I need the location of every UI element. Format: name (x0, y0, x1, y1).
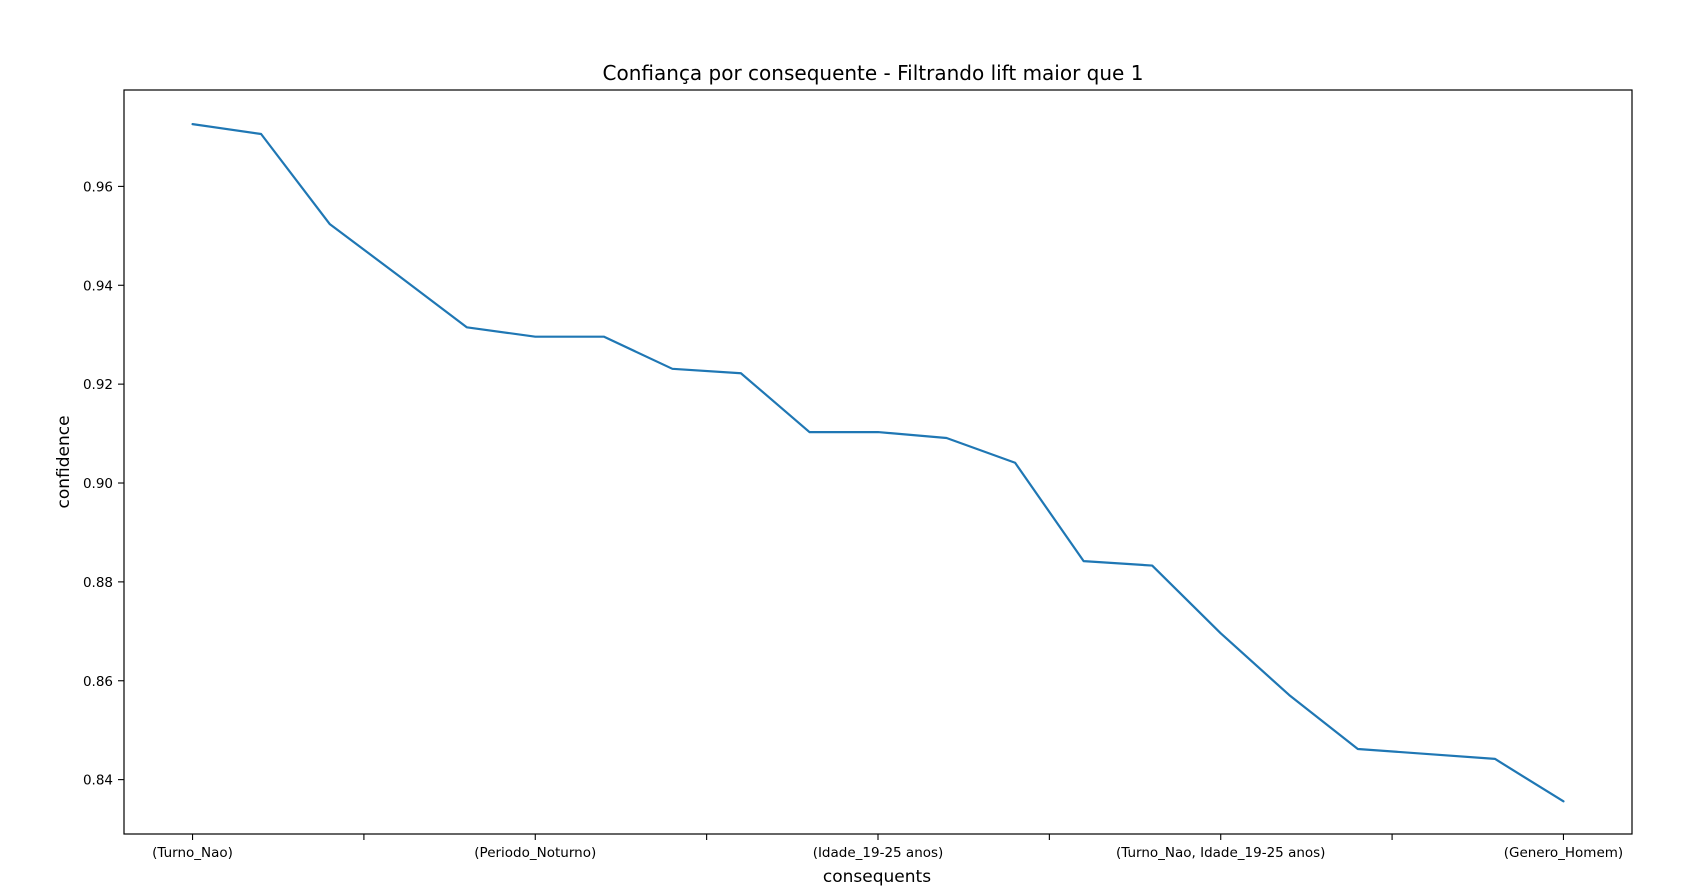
y-tick-label: 0.94 (83, 278, 113, 294)
y-axis-label: confidence (54, 415, 74, 508)
series-group (191, 123, 1565, 803)
y-tick-label: 0.90 (83, 476, 113, 492)
x-tick-label: (Periodo_Noturno) (474, 845, 596, 861)
y-tick-label: 0.96 (83, 179, 113, 195)
series-line (191, 123, 1565, 803)
y-tick-label: 0.84 (83, 773, 113, 789)
x-tick-label: (Idade_19-25 anos) (813, 845, 944, 861)
x-axis-label: consequents (823, 867, 931, 887)
plot-area-frame (123, 89, 1633, 835)
chart-title: Confiança por consequente - Filtrando li… (603, 61, 1144, 85)
y-tick-label: 0.88 (83, 575, 113, 591)
y-tick-label: 0.92 (83, 377, 113, 393)
x-tick-label: (Turno_Nao, Idade_19-25 anos) (1116, 845, 1325, 861)
x-axis: (Turno_Nao) (Periodo_Noturno) (Idade_19-25… (152, 834, 1623, 861)
x-tick-label: (Turno_Nao) (152, 845, 233, 861)
y-axis: 0.84 0.86 0.88 0.90 0.92 0.94 0.96 (83, 179, 124, 789)
x-tick-label: (Genero_Homem) (1504, 845, 1623, 861)
y-tick-label: 0.86 (83, 674, 113, 690)
